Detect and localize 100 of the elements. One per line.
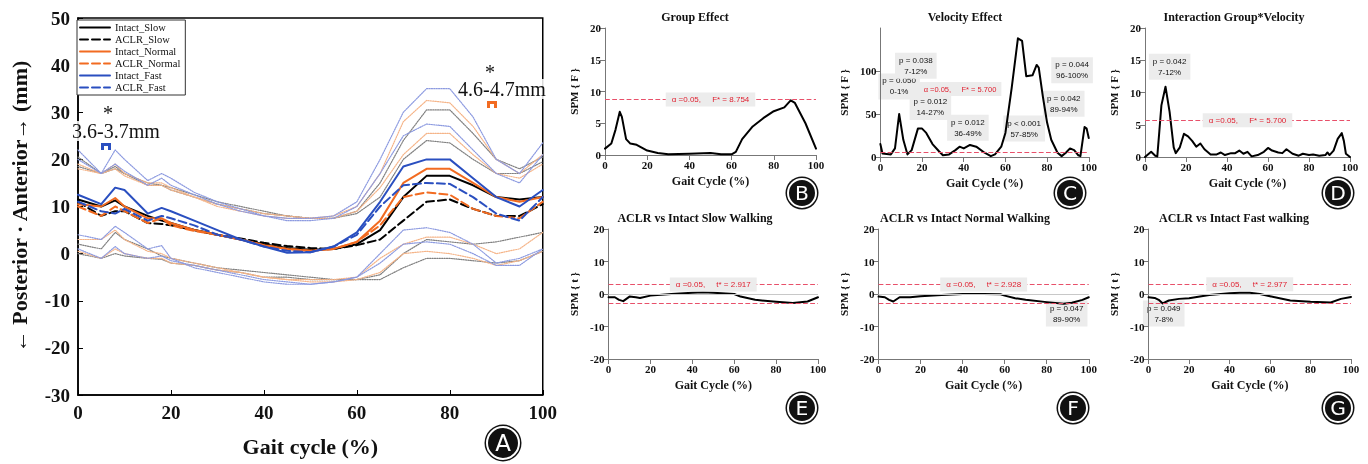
x-tick-label: 100 [1080,362,1098,375]
y-tick-label: -10 [589,320,606,333]
y-axis-title: SPM { F } [567,68,580,115]
x-axis-title: Gait Cycle (%) [674,378,752,392]
x-tick-label: 100 [1080,160,1098,173]
x-tick-label: 40 [683,158,696,171]
y-tick-label: 20 [1133,223,1146,235]
legend-label: Intact_Fast [115,70,162,81]
x-tick-label: 100 [1342,362,1360,375]
x-tick-label: 20 [1183,362,1196,375]
x-tick-label: 60 [347,402,367,423]
x-tick-label: 100 [807,158,825,171]
x-tick-label: 100 [528,402,557,423]
legend-label: ACLR_Normal [115,58,181,69]
y-tick-label: 20 [863,223,876,235]
y-tick-label: 5 [595,117,602,130]
round-badge: A [486,426,520,460]
y-tick-label: 15 [1130,54,1142,67]
chart-title: ACLR vs Intact Normal Walking [880,211,1050,225]
x-tick-label: 20 [161,402,181,423]
x-tick-label: 80 [1305,362,1317,375]
x-tick-label: 80 [1041,160,1054,173]
chart-title: ACLR vs Intact Slow Walking [617,211,773,225]
ref-line-label: α =0.05, F* = 8.754 [671,94,750,104]
x-axis-title: Gait Cycle (%) [945,176,1024,190]
ref-line-label: α =0.05, t* = 2.917 [675,280,752,290]
ref-line-label: α =0.05, t* = 2.928 [946,279,1022,289]
round-badge: C [1055,178,1085,208]
x-tick-label: 40 [957,362,969,375]
y-tick-label: 10 [1133,255,1146,268]
annotation: p < 0.001 57-85% [1007,118,1042,139]
y-tick-label: 30 [51,101,70,123]
y-tick-label: 10 [1130,86,1142,99]
annotation: p = 0.038 7-12% [899,55,934,76]
x-tick-label: 40 [686,362,699,375]
y-tick-label: 20 [1130,22,1142,34]
y-tick-label: -20 [1129,353,1146,365]
y-axis-title: SPM { F } [1107,69,1120,116]
y-tick-label: 100 [859,65,877,77]
y-axis-title: SPM { t } [1107,272,1120,316]
x-tick-label: 20 [641,158,654,171]
x-tick-label: 60 [728,362,741,375]
y-tick-label: 20 [590,22,602,34]
x-tick-label: 20 [915,362,927,375]
ref-line-label: α =0.05, t* = 2.977 [1212,279,1288,289]
annotation: p = 0.047 89-90% [1049,303,1085,324]
round-badge: B [787,178,817,208]
y-tick-label: -20 [589,353,606,365]
annotation: 4.6-4.7mm [458,78,547,100]
x-tick-label: 40 [1224,362,1236,375]
round-badge: E [787,393,817,423]
x-tick-label: 60 [999,160,1012,173]
x-tick-label: 0 [73,402,83,423]
y-tick-label: 0 [599,288,606,300]
y-tick-label: 10 [590,85,602,98]
x-tick-label: 20 [1180,160,1192,173]
x-tick-label: 40 [254,402,274,423]
y-tick-label: 50 [865,108,877,120]
x-tick-label: 60 [999,362,1011,375]
y-tick-label: 0 [869,288,876,300]
y-tick-label: -10 [44,290,70,312]
x-tick-label: 80 [770,362,783,375]
x-axis-title: Gait cycle (%) [242,433,379,459]
x-tick-label: 20 [644,362,657,375]
x-axis-title: Gait Cycle (%) [945,378,1023,392]
x-tick-label: 60 [1264,362,1277,375]
y-tick-label: 40 [51,54,70,76]
y-tick-label: 50 [51,7,70,29]
chart-title: Group Effect [661,10,729,24]
x-tick-label: 60 [726,158,738,171]
ref-line-label: α =0.05, F* = 5.700 [1208,115,1287,125]
annotation: p = 0.042 89-94% [1046,93,1082,114]
legend-label: ACLR_Fast [115,82,166,93]
chart-title: Velocity Effect [927,10,1003,24]
y-tick-label: -10 [1129,320,1146,333]
x-axis-title: Gait Cycle (%) [1211,378,1289,392]
y-axis-title: SPM { t } [837,272,850,316]
y-tick-label: 10 [593,255,606,268]
y-axis-title: SPM { F } [837,69,850,116]
x-tick-label: 20 [916,160,929,173]
legend-label: ACLR_Slow [115,34,171,45]
legend-label: Intact_Slow [115,22,167,33]
y-tick-label: -20 [859,353,876,365]
y-tick-label: 10 [863,255,876,268]
chart-title: Interaction Group*Velocity [1163,10,1305,24]
annotation: p = 0.042 7-12% [1152,56,1187,77]
x-tick-label: 40 [958,160,970,173]
x-tick-label: 80 [1041,362,1053,375]
x-tick-label: 100 [1341,160,1359,173]
x-tick-label: 100 [809,362,827,375]
x-tick-label: 60 [1262,160,1274,173]
y-tick-label: -10 [859,320,876,333]
y-tick-label: 15 [590,53,602,66]
annotation: 3.6-3.7mm [72,120,161,142]
x-tick-label: 80 [1303,160,1315,173]
x-tick-label: 80 [768,158,780,171]
y-tick-label: 0 [60,243,70,265]
chart-title: ACLR vs Intact Fast walking [1158,211,1310,225]
y-axis-title: SPM { t } [567,272,580,316]
y-tick-label: 0 [1139,288,1146,300]
